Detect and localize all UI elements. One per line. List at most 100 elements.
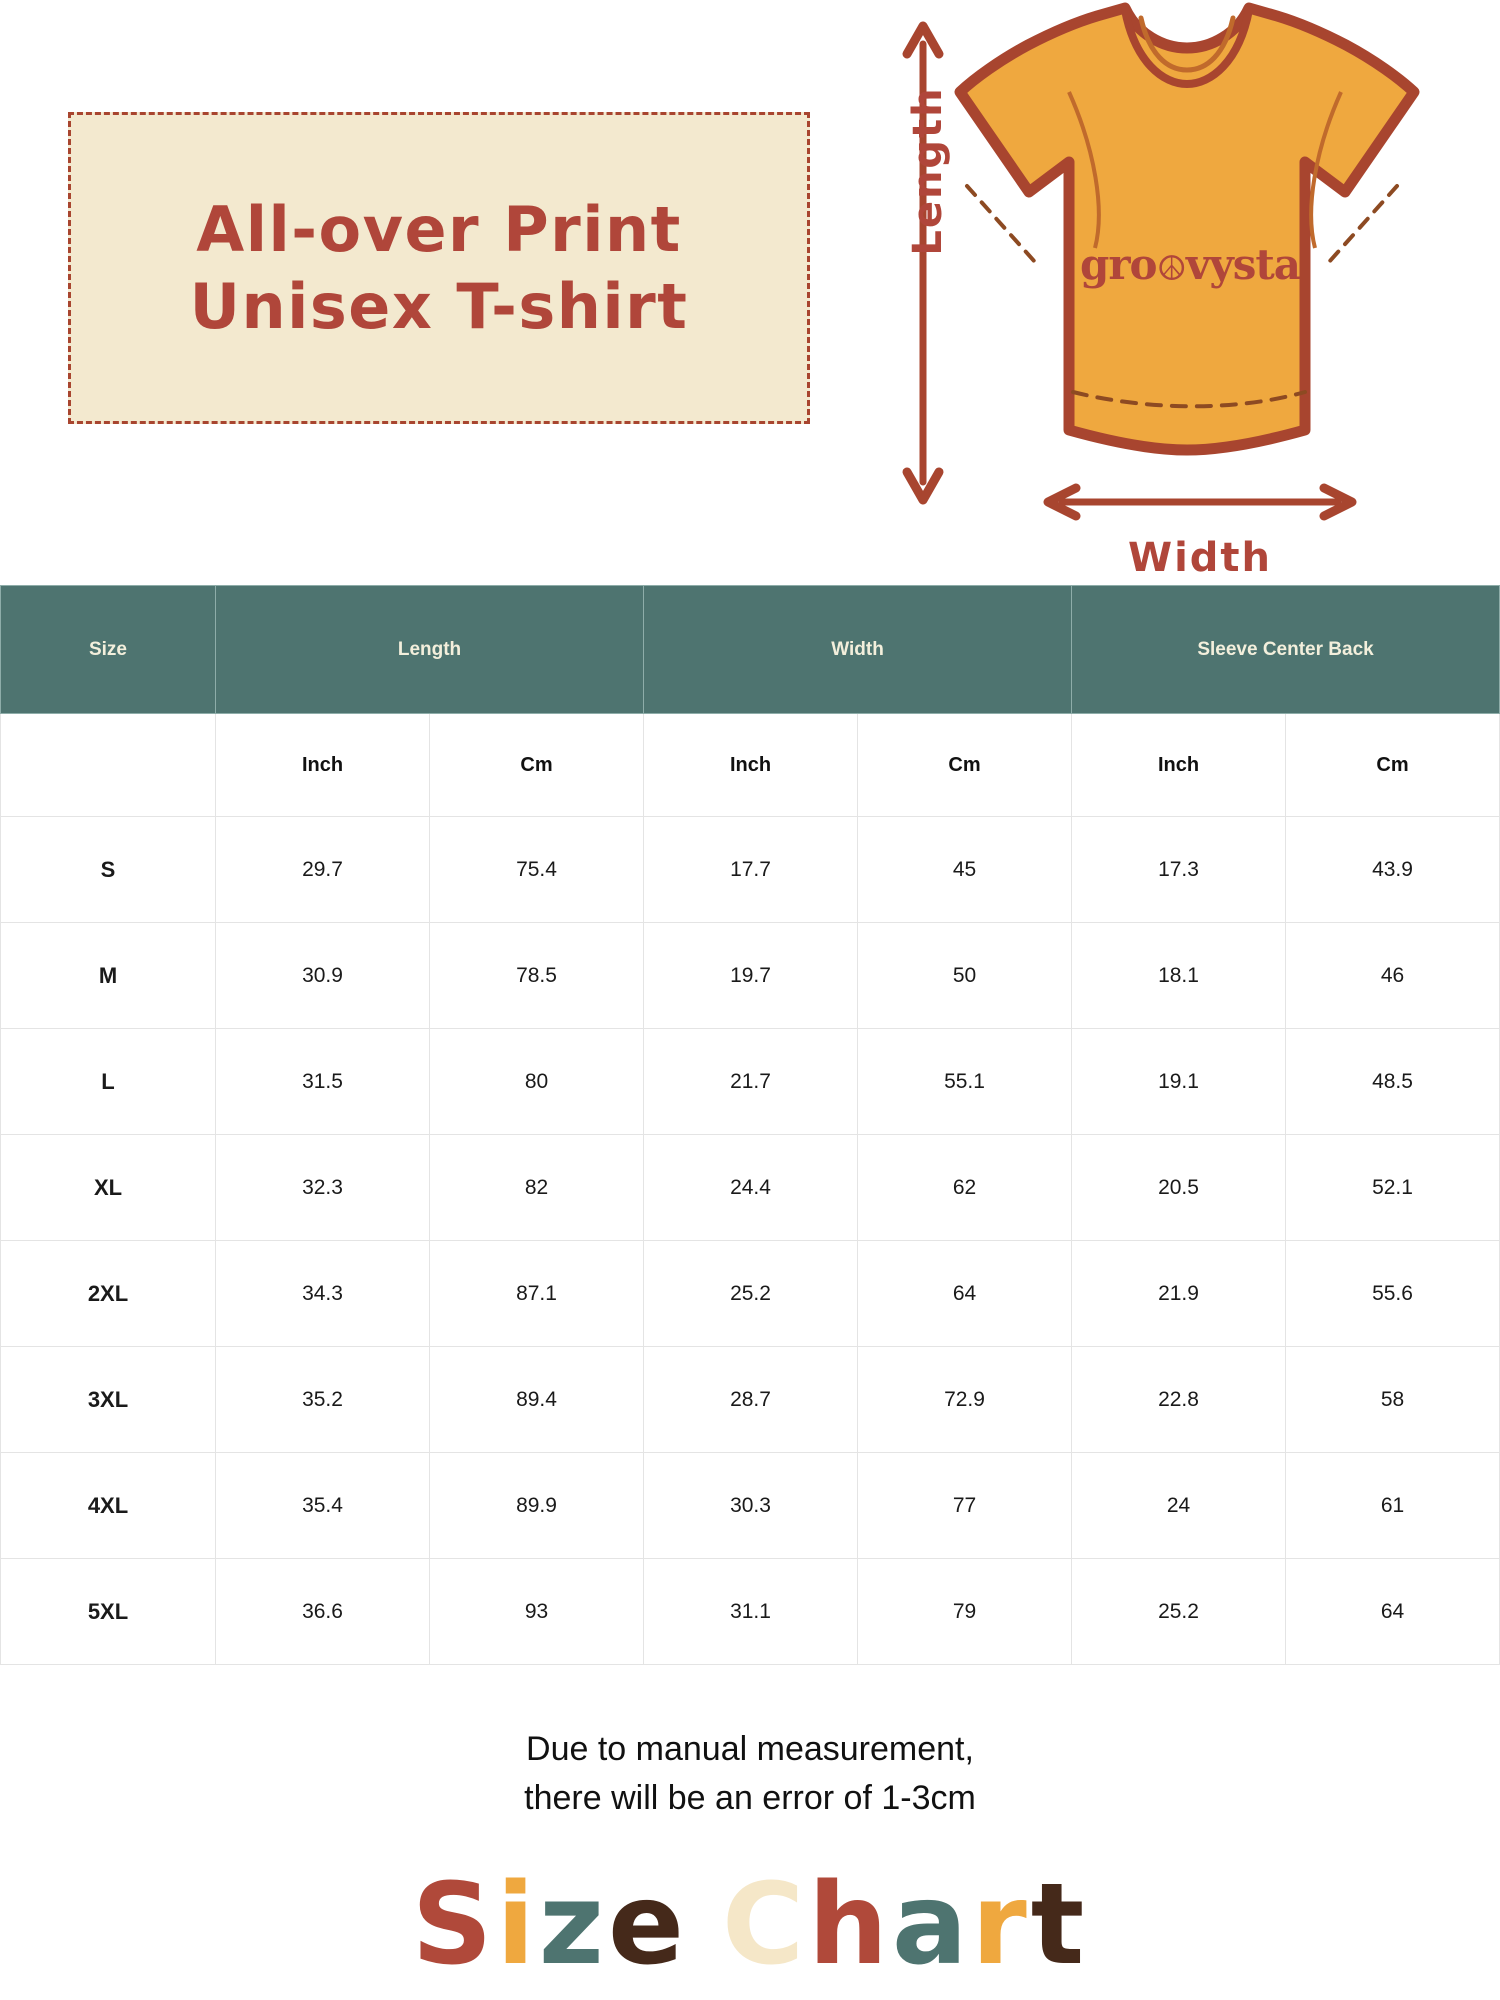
cell-width-cm: 72.9 [857, 1346, 1073, 1453]
measurement-note: Due to manual measurement, there will be… [0, 1725, 1500, 1824]
cell-length-cm: 80 [428, 1028, 645, 1135]
wordmark-letter-8: r [971, 1860, 1031, 1990]
wordmark-letter-3: e [607, 1860, 688, 1990]
header-size: Size [0, 585, 216, 714]
cell-width-inch: 25.2 [643, 1240, 859, 1347]
unit-width-inch: Inch [643, 713, 859, 817]
cell-sleeve-inch: 25.2 [1071, 1558, 1287, 1665]
cell-length-inch: 32.3 [215, 1134, 430, 1241]
wordmark-letter-6: h [808, 1860, 892, 1990]
cell-sleeve-inch: 21.9 [1071, 1240, 1287, 1347]
cell-sleeve-inch: 17.3 [1071, 816, 1287, 923]
wordmark-letter-1: i [496, 1860, 539, 1990]
cell-sleeve-cm: 46 [1285, 922, 1500, 1029]
length-arrow-icon [900, 18, 946, 508]
cell-width-cm: 62 [857, 1134, 1073, 1241]
cell-size: 2XL [0, 1240, 216, 1347]
cell-size: XL [0, 1134, 216, 1241]
cell-length-inch: 34.3 [215, 1240, 430, 1347]
wordmark-letter-9: t [1030, 1860, 1089, 1990]
cell-size: 5XL [0, 1558, 216, 1665]
tshirt-illustration-icon [945, 0, 1465, 470]
cell-size: 3XL [0, 1346, 216, 1453]
wordmark-letter-0: S [411, 1860, 497, 1990]
peace-icon: ☮ [1156, 249, 1187, 289]
cell-sleeve-inch: 18.1 [1071, 922, 1287, 1029]
wordmark-letter-2: z [538, 1860, 608, 1990]
product-title-line-2: Unisex T-shirt [189, 270, 689, 343]
unit-length-inch: Inch [215, 713, 430, 817]
cell-sleeve-cm: 61 [1285, 1452, 1500, 1559]
cell-length-inch: 30.9 [215, 922, 430, 1029]
header-sleeve-center-back: Sleeve Center Back [1071, 585, 1500, 714]
cell-width-inch: 21.7 [643, 1028, 859, 1135]
cell-sleeve-inch: 20.5 [1071, 1134, 1287, 1241]
cell-sleeve-cm: 58 [1285, 1346, 1500, 1453]
cell-sleeve-cm: 52.1 [1285, 1134, 1500, 1241]
cell-sleeve-cm: 43.9 [1285, 816, 1500, 923]
cell-width-inch: 31.1 [643, 1558, 859, 1665]
unit-width-cm: Cm [857, 713, 1073, 817]
cell-sleeve-inch: 22.8 [1071, 1346, 1287, 1453]
cell-size: L [0, 1028, 216, 1135]
cell-length-cm: 82 [428, 1134, 645, 1241]
cell-width-cm: 50 [857, 922, 1073, 1029]
table-row: S 29.7 75.4 17.7 45 17.3 43.9 [0, 816, 1500, 923]
cell-length-cm: 78.5 [428, 922, 645, 1029]
unit-blank [0, 713, 216, 817]
table-row: 2XL 34.3 87.1 25.2 64 21.9 55.6 [0, 1240, 1500, 1347]
table-row: 3XL 35.2 89.4 28.7 72.9 22.8 58 [0, 1346, 1500, 1453]
size-chart-table: Size Length Width Sleeve Center Back Inc… [0, 585, 1500, 1665]
cell-size: S [0, 816, 216, 923]
cell-width-cm: 64 [857, 1240, 1073, 1347]
table-row: L 31.5 80 21.7 55.1 19.1 48.5 [0, 1028, 1500, 1135]
cell-width-inch: 28.7 [643, 1346, 859, 1453]
table-group-header-row: Size Length Width Sleeve Center Back [0, 585, 1500, 714]
table-row: XL 32.3 82 24.4 62 20.5 52.1 [0, 1134, 1500, 1241]
shirt-logo: gro☮vysta [1055, 240, 1325, 289]
table-row: 5XL 36.6 93 31.1 79 25.2 64 [0, 1558, 1500, 1665]
cell-sleeve-cm: 64 [1285, 1558, 1500, 1665]
cell-length-cm: 75.4 [428, 816, 645, 923]
unit-sleeve-cm: Cm [1285, 713, 1500, 817]
wordmark-letter-5: C [721, 1860, 809, 1990]
product-title-box: All-over Print Unisex T-shirt [68, 112, 810, 424]
width-arrow-icon [1040, 482, 1360, 522]
cell-length-inch: 35.4 [215, 1452, 430, 1559]
width-label: Width [1127, 535, 1273, 581]
table-row: M 30.9 78.5 19.7 50 18.1 46 [0, 922, 1500, 1029]
header-length: Length [214, 585, 645, 714]
measurement-note-line-1: Due to manual measurement, [526, 1730, 974, 1768]
cell-width-cm: 79 [857, 1558, 1073, 1665]
header-width: Width [643, 585, 1073, 714]
table-unit-row: Inch Cm Inch Cm Inch Cm [0, 713, 1500, 817]
table-row: 4XL 35.4 89.9 30.3 77 24 61 [0, 1452, 1500, 1559]
cell-length-cm: 93 [428, 1558, 645, 1665]
cell-width-inch: 19.7 [643, 922, 859, 1029]
cell-length-inch: 29.7 [215, 816, 430, 923]
cell-length-inch: 31.5 [215, 1028, 430, 1135]
cell-length-inch: 35.2 [215, 1346, 430, 1453]
cell-width-inch: 17.7 [643, 816, 859, 923]
cell-sleeve-inch: 24 [1071, 1452, 1287, 1559]
cell-sleeve-cm: 48.5 [1285, 1028, 1500, 1135]
product-title-line-1: All-over Print [196, 192, 682, 266]
unit-length-cm: Cm [428, 713, 645, 817]
shirt-logo-prefix: gro [1079, 240, 1158, 289]
cell-width-inch: 30.3 [643, 1452, 859, 1559]
cell-width-inch: 24.4 [643, 1134, 859, 1241]
cell-size: 4XL [0, 1452, 216, 1559]
cell-sleeve-cm: 55.6 [1285, 1240, 1500, 1347]
measurement-note-line-2: there will be an error of 1-3cm [524, 1779, 976, 1818]
cell-length-cm: 87.1 [428, 1240, 645, 1347]
cell-length-inch: 36.6 [215, 1558, 430, 1665]
cell-width-cm: 77 [857, 1452, 1073, 1559]
shirt-logo-suffix: vysta [1185, 240, 1301, 289]
cell-width-cm: 55.1 [857, 1028, 1073, 1135]
cell-sleeve-inch: 19.1 [1071, 1028, 1287, 1135]
unit-sleeve-inch: Inch [1071, 713, 1287, 817]
wordmark-letter-7: a [891, 1860, 972, 1990]
cell-length-cm: 89.9 [428, 1452, 645, 1559]
cell-width-cm: 45 [857, 816, 1073, 923]
